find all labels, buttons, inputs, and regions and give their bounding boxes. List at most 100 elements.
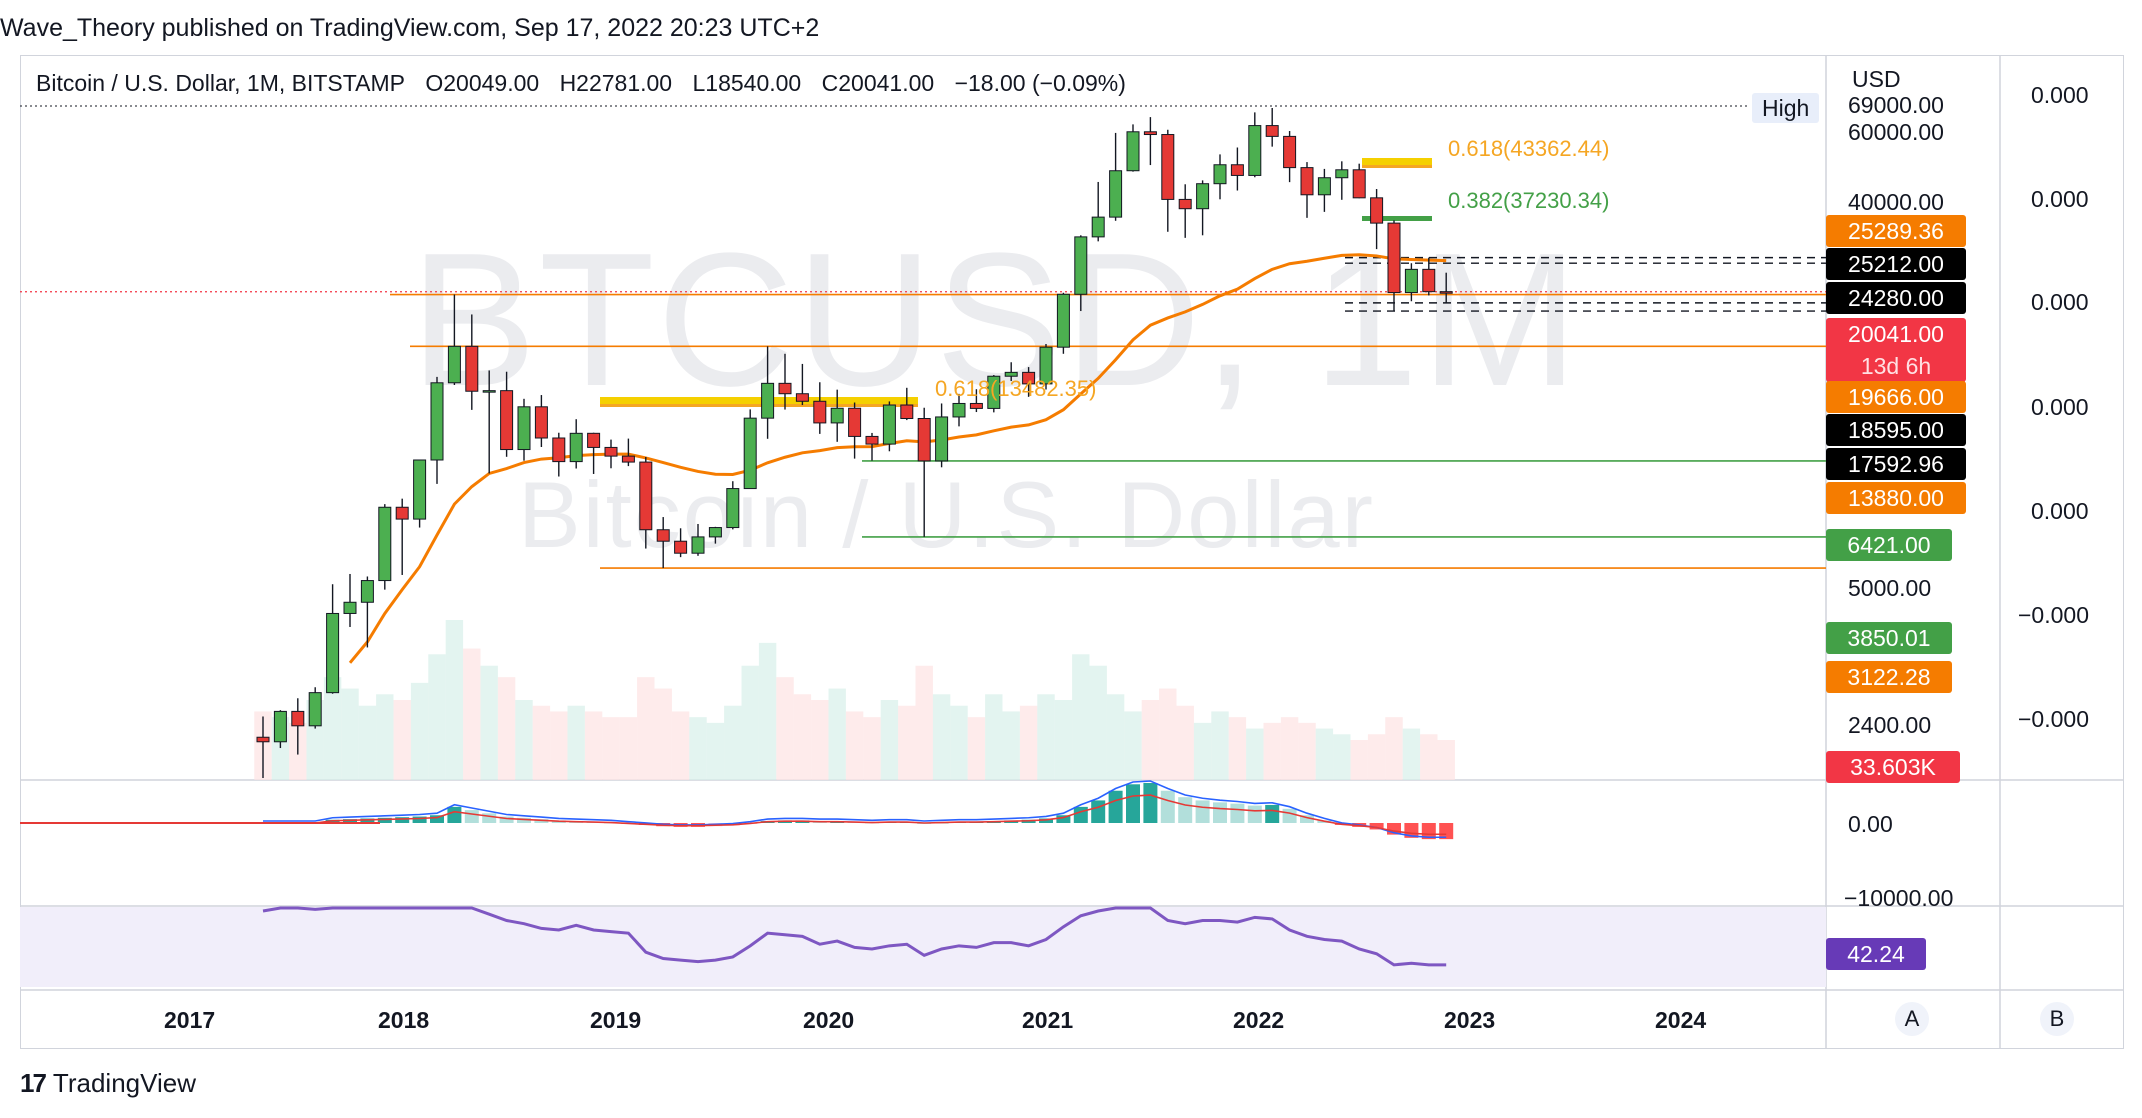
currency-label[interactable]: USD xyxy=(1852,66,1901,92)
volume-bar xyxy=(376,694,394,780)
price-tick[interactable]: 69000.00 xyxy=(1848,92,1944,118)
volume-bar xyxy=(1193,722,1212,780)
price-tag: 20041.00 xyxy=(1826,318,1966,350)
candle xyxy=(1004,371,1018,377)
volume-bar xyxy=(1315,728,1334,780)
fib-marker-bar xyxy=(1362,158,1432,168)
candle xyxy=(1317,177,1331,196)
price-tick[interactable]: 0.00 xyxy=(1848,811,1893,837)
price-tick[interactable]: 2400.00 xyxy=(1848,712,1932,738)
candle xyxy=(656,529,670,542)
price-tick[interactable]: 40000.00 xyxy=(1848,189,1944,215)
volume-bar xyxy=(1333,734,1351,780)
watermark-description: Bitcoin / U.S. Dollar xyxy=(518,462,1375,567)
candle xyxy=(882,404,896,445)
time-tick[interactable]: 2022 xyxy=(1233,1007,1285,1033)
candle xyxy=(621,455,635,463)
volume-bar xyxy=(1402,728,1421,780)
candle xyxy=(587,432,601,448)
volume-bar xyxy=(863,717,881,780)
candle xyxy=(1091,216,1105,238)
candle xyxy=(1196,183,1210,210)
volume-bar xyxy=(445,620,464,780)
candle xyxy=(1161,134,1175,200)
macd-bar xyxy=(1143,783,1158,823)
price-tick[interactable]: 5000.00 xyxy=(1848,575,1932,601)
macd-bar xyxy=(360,818,375,823)
candle xyxy=(1335,169,1349,179)
symbol-title[interactable]: Bitcoin / U.S. Dollar, 1M, BITSTAMP xyxy=(36,70,405,96)
secondary-tick: 0.000 xyxy=(2031,394,2089,420)
tradingview-logo[interactable]: 17 TradingView xyxy=(20,1068,196,1099)
macd-bar xyxy=(499,816,514,823)
candle xyxy=(691,536,705,554)
volume-bar xyxy=(932,694,951,780)
time-tick[interactable]: 2023 xyxy=(1444,1007,1496,1033)
time-tick[interactable]: 2018 xyxy=(378,1007,430,1033)
macd-bar xyxy=(1195,800,1210,823)
volume-bar xyxy=(654,688,672,780)
price-tag: 33.603K xyxy=(1826,751,1960,783)
price-tag: 3850.01 xyxy=(1826,622,1952,654)
macd-bar xyxy=(1247,805,1262,823)
candle xyxy=(273,710,287,743)
volume-bar xyxy=(480,665,498,780)
macd-bar xyxy=(1265,804,1280,823)
volume-bar xyxy=(497,677,516,780)
volume-bar xyxy=(1420,734,1438,780)
candle xyxy=(569,432,583,463)
macd-bar xyxy=(430,815,444,823)
candle xyxy=(708,527,722,538)
time-tick[interactable]: 2019 xyxy=(590,1007,642,1033)
price-tag: 19666.00 xyxy=(1826,381,1966,413)
time-tick[interactable]: 2024 xyxy=(1655,1007,1707,1033)
volume-bar xyxy=(898,705,916,780)
price-tick[interactable]: 60000.00 xyxy=(1848,119,1944,145)
time-tick[interactable]: 2021 xyxy=(1022,1007,1074,1033)
macd-bar xyxy=(1282,808,1297,823)
fib-label: 0.382(37230.34) xyxy=(1448,188,1610,213)
macd-bar xyxy=(377,817,392,823)
tradingview-mark-icon: 17 xyxy=(20,1068,47,1098)
fib-marker-bar xyxy=(600,397,918,407)
volume-bar xyxy=(637,677,655,780)
volume-bar xyxy=(1246,728,1264,780)
macd-bar xyxy=(1230,803,1245,823)
time-tick[interactable]: 2017 xyxy=(164,1007,216,1033)
candle xyxy=(830,407,844,424)
price-tag: 25212.00 xyxy=(1826,248,1966,280)
price-tag: 18595.00 xyxy=(1826,414,1966,446)
price-tag: 13880.00 xyxy=(1826,482,1966,514)
candle xyxy=(969,402,983,409)
candle xyxy=(1404,268,1418,294)
volume-bar xyxy=(410,682,429,780)
macd-bar xyxy=(1091,800,1106,823)
volume-bar xyxy=(1298,722,1316,780)
volume-bar xyxy=(758,642,777,780)
candle xyxy=(1143,131,1157,136)
macd-bar xyxy=(1369,823,1384,830)
volume-bar xyxy=(828,688,846,780)
candle xyxy=(604,446,618,457)
volume-bar xyxy=(741,665,759,780)
time-tick[interactable]: 2020 xyxy=(803,1007,855,1033)
macd-bar xyxy=(1056,815,1071,823)
low-value: L18540.00 xyxy=(692,70,802,96)
high-marker-label: High xyxy=(1752,93,1820,123)
secondary-tick: 0.000 xyxy=(2031,186,2089,212)
candle xyxy=(517,406,531,451)
price-tag: 42.24 xyxy=(1826,938,1926,970)
candle xyxy=(1422,268,1436,293)
price-tick[interactable]: −10000.00 xyxy=(1844,885,1954,911)
volume-bar xyxy=(1176,705,1194,780)
macd-bar xyxy=(412,816,427,823)
volume-bar xyxy=(1141,700,1160,780)
candle xyxy=(1213,164,1227,185)
auto-scale-button[interactable]: A xyxy=(1895,1002,1929,1036)
volume-bar xyxy=(1159,688,1177,780)
volume-bar xyxy=(811,700,829,780)
macd-bar xyxy=(1300,815,1314,823)
candle xyxy=(865,435,879,445)
scale-b-button[interactable]: B xyxy=(2040,1002,2074,1036)
